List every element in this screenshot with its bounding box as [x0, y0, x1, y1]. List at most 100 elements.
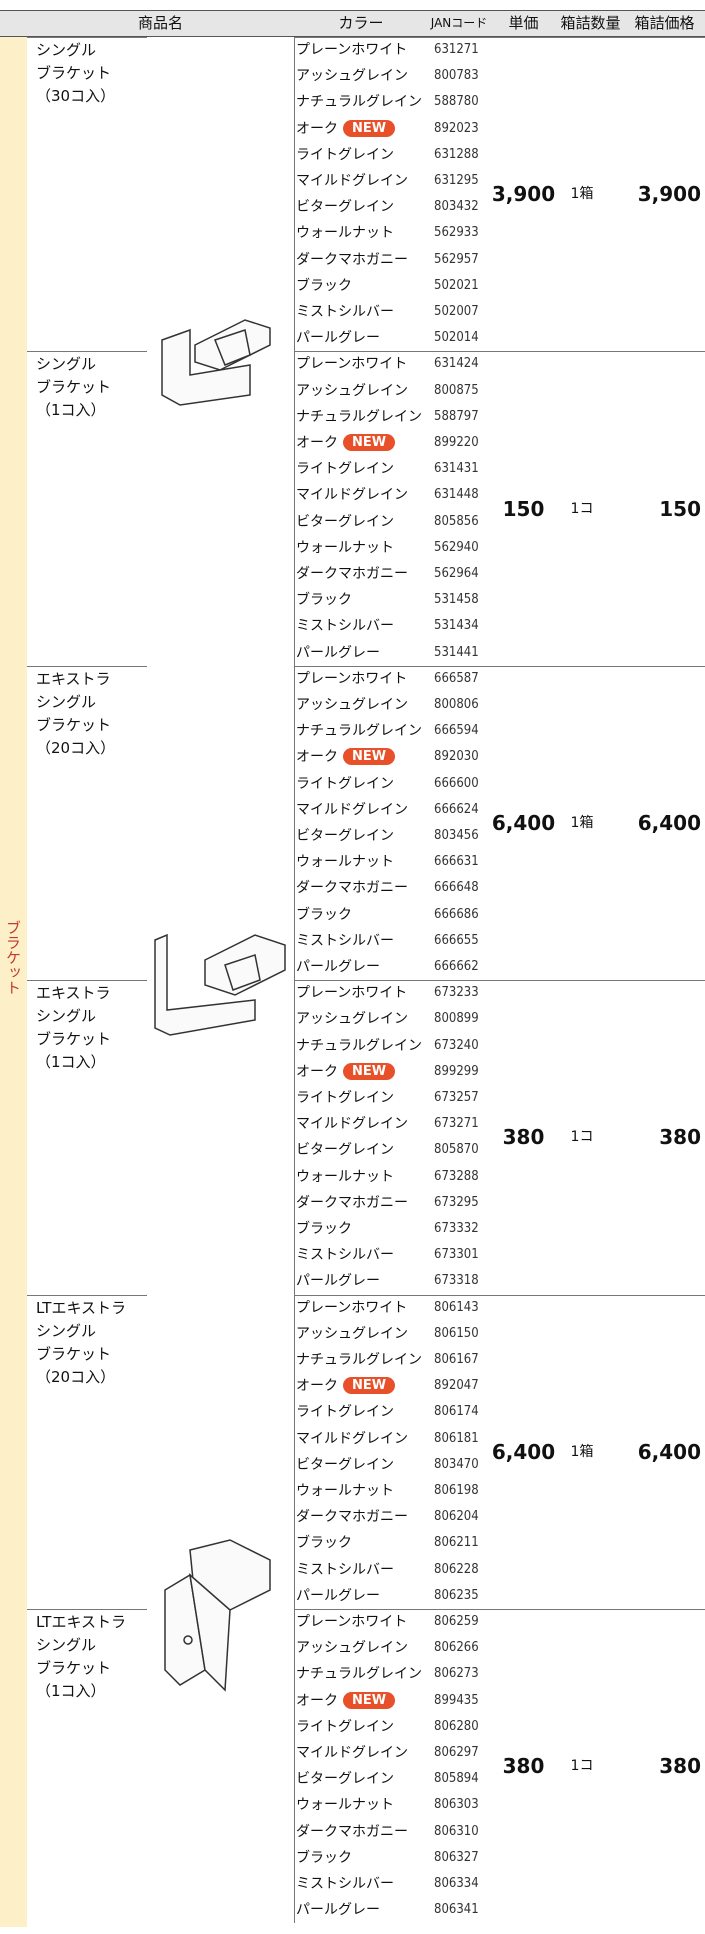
product-illustration — [164, 1539, 271, 1692]
color-text: アッシュグレイン — [296, 697, 408, 713]
name-line: シングル — [36, 692, 97, 711]
jan-code: 800875 — [434, 382, 479, 398]
color-text: オーク — [296, 1063, 338, 1080]
name-line: （30コ入） — [36, 87, 116, 105]
group-divider — [27, 37, 147, 38]
color-text: オーク — [296, 120, 338, 137]
header-cell: 箱詰価格 — [634, 14, 695, 32]
jan-code: 806150 — [434, 1325, 479, 1341]
color-text: プレーンホワイト — [296, 985, 408, 1002]
jan-code: 806174 — [434, 1404, 479, 1420]
name-line: シングル — [36, 41, 97, 59]
color-name: ミストシルバー — [296, 1242, 394, 1268]
color-text: ブラック — [296, 1849, 352, 1866]
new-badge: NEW — [343, 748, 396, 766]
color-name: アッシュグレイン — [296, 692, 408, 718]
color-name: アッシュグレイン — [296, 1006, 408, 1032]
header-cell: 単価 — [508, 14, 539, 32]
color-text: ダークマホガニー — [296, 1194, 408, 1211]
color-text: マイルドグレイン — [296, 173, 408, 189]
jan-code: 806204 — [434, 1509, 479, 1525]
unit-price: 6,400 — [491, 1439, 556, 1464]
color-text: ライトグレイン — [296, 1090, 394, 1106]
jan-code: 673288 — [434, 1168, 479, 1184]
jan-code: 806273 — [434, 1666, 479, 1682]
color-name: ミストシルバー — [296, 1871, 394, 1897]
box-qty: 1箱 — [570, 186, 594, 203]
color-name: ライトグレイン — [296, 456, 394, 482]
jan-code: 666594 — [434, 723, 479, 739]
color-name: ブラック — [296, 902, 352, 928]
color-name: ウォールナット — [296, 849, 394, 875]
group-divider — [294, 980, 705, 982]
jan-code: 806280 — [434, 1718, 479, 1734]
name-line: （1コ入） — [36, 1053, 106, 1072]
color-name: ナチュラルグレイン — [296, 1661, 422, 1687]
color-text: ナチュラルグレイン — [296, 1037, 422, 1054]
unit-price: 380 — [502, 1754, 545, 1779]
color-name: ミストシルバー — [296, 299, 394, 325]
jan-code: 588797 — [434, 408, 479, 424]
color-text: ライトグレイン — [296, 461, 394, 478]
jan-code: 806181 — [434, 1430, 479, 1446]
color-text: パールグレー — [296, 644, 380, 661]
color-text: マイルドグレイン — [296, 801, 408, 818]
color-text: ビターグレイン — [296, 1771, 394, 1788]
jan-code: 631271 — [434, 42, 479, 57]
jan-code: 631288 — [434, 146, 479, 162]
header-cell: 箱詰数量 — [560, 14, 621, 32]
jan-code: 803456 — [434, 828, 479, 843]
color-name: ダークマホガニー — [296, 561, 408, 587]
header-cell: 商品名 — [137, 14, 183, 32]
color-text: パールグレー — [296, 1587, 380, 1604]
jan-code: 899435 — [434, 1692, 479, 1708]
color-text: アッシュグレイン — [296, 382, 408, 399]
color-name: ナチュラルグレイン — [296, 89, 422, 115]
color-text: マイルドグレイン — [296, 1116, 408, 1133]
color-name: ブラック — [296, 1845, 352, 1871]
product-name: エキストラ シングル ブラケット （20コ入） — [36, 668, 115, 760]
color-name: ビターグレイン — [296, 1766, 394, 1792]
jan-code: 562933 — [434, 225, 479, 241]
jan-code: 805894 — [434, 1771, 479, 1787]
box-price: 3,900 — [637, 182, 701, 207]
jan-code: 805870 — [434, 1142, 479, 1158]
color-name: パールグレー — [296, 325, 380, 351]
color-name: プレーンホワイト — [296, 666, 407, 692]
color-text: ダークマホガニー — [296, 1823, 408, 1840]
group-divider — [27, 980, 147, 982]
color-name: オーク NEW — [296, 1059, 396, 1085]
color-name: ブラック — [296, 1530, 352, 1556]
color-text: プレーンホワイト — [296, 670, 408, 687]
jan-code: 673332 — [434, 1221, 479, 1236]
jan-code: 806341 — [434, 1902, 479, 1918]
jan-code: 806235 — [434, 1587, 479, 1603]
group-divider — [294, 1294, 705, 1296]
color-text: オーク — [296, 1378, 338, 1395]
color-name: プレーンホワイト — [296, 37, 407, 63]
color-name: ダークマホガニー — [296, 247, 408, 273]
name-line: ブラケット — [36, 1344, 112, 1363]
color-name: マイルドグレイン — [296, 168, 408, 194]
product-name: エキストラ シングル ブラケット （1コ入） — [36, 982, 111, 1074]
color-name: ブラック — [296, 587, 352, 613]
name-line: ブラケット — [36, 64, 112, 82]
color-text: ライトグレイン — [296, 1404, 394, 1421]
name-line: シングル — [36, 1321, 97, 1340]
color-name: ミストシルバー — [296, 928, 394, 954]
color-name: パールグレー — [296, 640, 380, 666]
new-badge: NEW — [343, 119, 396, 137]
group-divider — [294, 351, 705, 353]
jan-code: 899299 — [434, 1063, 479, 1079]
name-line: （20コ入） — [36, 738, 116, 757]
name-line: （1コ入） — [36, 401, 106, 420]
color-name: ビターグレイン — [296, 1452, 394, 1478]
color-text: ビターグレイン — [296, 1142, 394, 1159]
color-text: ナチュラルグレイン — [296, 723, 422, 740]
name-line: エキストラ — [36, 984, 111, 1003]
color-name: プレーンホワイト — [296, 1295, 407, 1321]
product-illustration — [154, 933, 286, 1036]
color-text: アッシュグレイン — [296, 1640, 408, 1657]
color-name: マイルドグレイン — [296, 1111, 408, 1137]
color-text: ダークマホガニー — [296, 251, 408, 268]
